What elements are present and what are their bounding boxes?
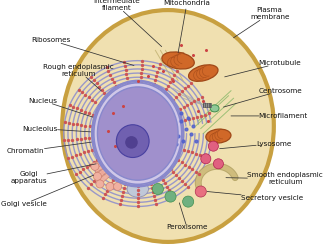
- Circle shape: [153, 183, 164, 195]
- Circle shape: [125, 136, 138, 149]
- Ellipse shape: [210, 105, 219, 112]
- Circle shape: [116, 125, 149, 158]
- Circle shape: [165, 191, 176, 202]
- Circle shape: [182, 196, 194, 207]
- Circle shape: [106, 182, 114, 191]
- Circle shape: [208, 141, 218, 151]
- Ellipse shape: [188, 65, 218, 81]
- Text: Golgi
apparatus: Golgi apparatus: [10, 164, 96, 184]
- Text: Nucleolus: Nucleolus: [22, 125, 116, 134]
- Circle shape: [91, 162, 99, 170]
- Ellipse shape: [162, 52, 194, 69]
- Text: Peroxisome: Peroxisome: [166, 203, 208, 230]
- Text: Intermediate
filament: Intermediate filament: [93, 0, 162, 47]
- Text: Ribosomes: Ribosomes: [32, 37, 134, 66]
- Circle shape: [114, 182, 122, 191]
- FancyBboxPatch shape: [203, 103, 211, 107]
- Text: Smooth endoplasmic
reticulum: Smooth endoplasmic reticulum: [226, 172, 323, 185]
- Ellipse shape: [127, 181, 149, 197]
- Ellipse shape: [97, 87, 178, 180]
- Text: Rough endoplasmic
reticulum: Rough endoplasmic reticulum: [43, 64, 114, 91]
- Ellipse shape: [62, 10, 274, 242]
- Circle shape: [93, 172, 101, 180]
- Text: Microfilament: Microfilament: [231, 113, 308, 119]
- Text: Mitochondria: Mitochondria: [163, 0, 210, 53]
- Text: Plasma
membrane: Plasma membrane: [234, 7, 289, 38]
- Circle shape: [195, 186, 206, 197]
- Text: Golgi vesicle: Golgi vesicle: [1, 175, 94, 207]
- Text: Microtubule: Microtubule: [225, 60, 301, 77]
- Text: Lysosome: Lysosome: [220, 141, 292, 149]
- Circle shape: [213, 159, 223, 169]
- Text: Nucleus: Nucleus: [29, 98, 97, 118]
- Text: Secretory vesicle: Secretory vesicle: [207, 192, 303, 201]
- Text: Centrosome: Centrosome: [223, 88, 302, 107]
- Ellipse shape: [206, 129, 231, 143]
- Text: Chromatin: Chromatin: [7, 141, 99, 154]
- Circle shape: [96, 180, 104, 188]
- Circle shape: [201, 154, 211, 164]
- Ellipse shape: [94, 83, 182, 184]
